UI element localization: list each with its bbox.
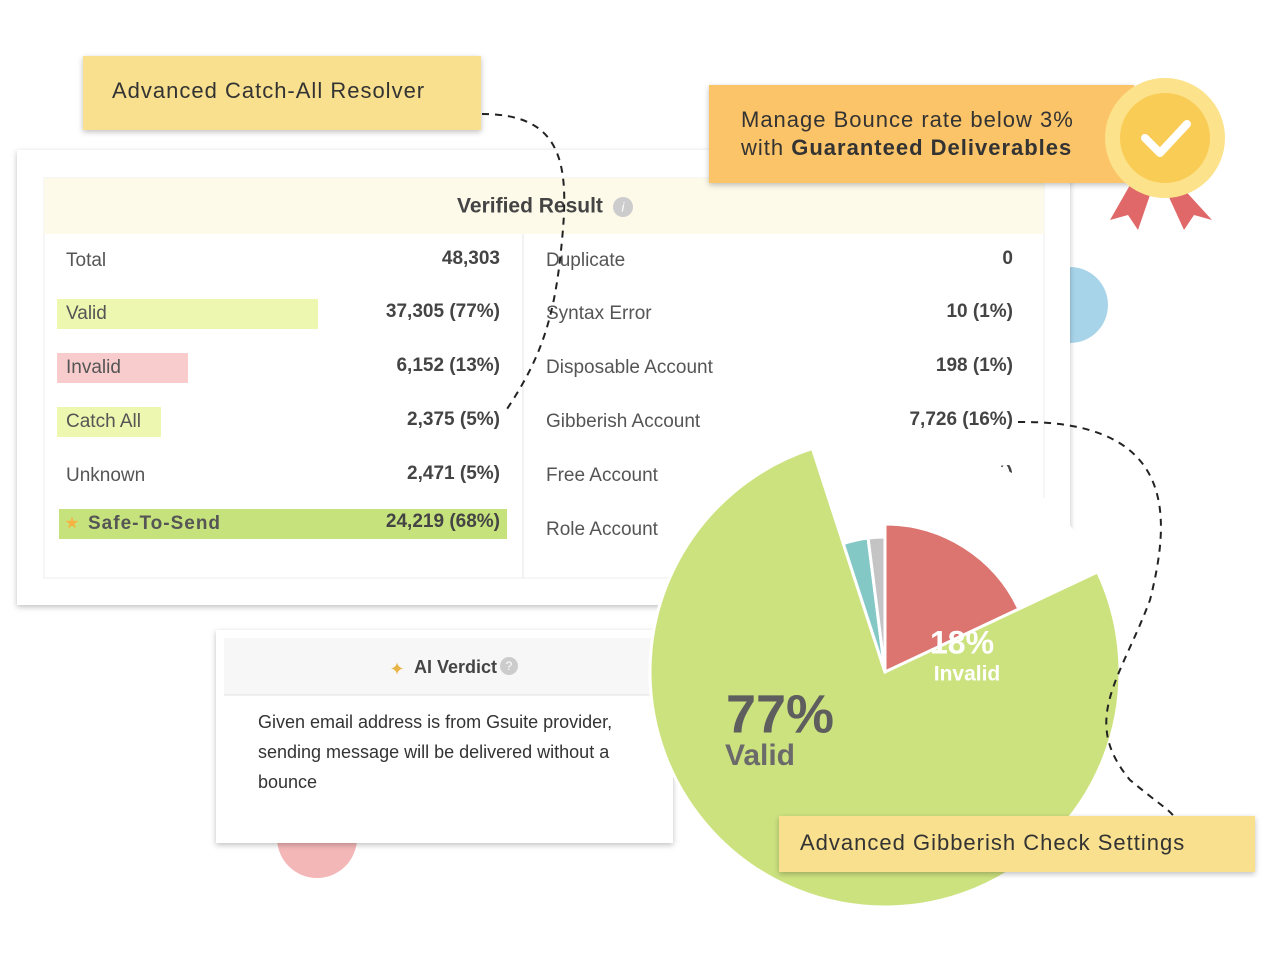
- row-value: 7,726 (16%): [909, 409, 1013, 430]
- row-value: 2,471 (5%): [407, 463, 500, 484]
- row-label: Valid: [66, 303, 107, 324]
- callout-text: with: [740, 135, 784, 160]
- ai-title: AI Verdict: [414, 657, 497, 677]
- connector: [481, 113, 566, 413]
- sparkle-icon: ✦: [389, 659, 404, 679]
- row-label: Gibberish Account: [546, 411, 701, 432]
- star-icon: ★: [64, 513, 79, 532]
- callout: [83, 56, 481, 130]
- ribbon: [1110, 185, 1150, 230]
- row-value: 0: [1002, 248, 1013, 269]
- invalid-highlight: [57, 353, 188, 383]
- callout-text: Advanced Gibberish Check Settings: [800, 830, 1185, 855]
- callout-text: with Guaranteed Deliverables: [740, 135, 1072, 160]
- result-header: [44, 178, 1044, 234]
- pie-value-label: 77%: [726, 684, 834, 744]
- callout-text: Manage Bounce rate below 3%: [741, 107, 1074, 132]
- row-label: Syntax Error: [546, 303, 652, 324]
- ai-text: bounce: [258, 772, 317, 792]
- info-icon: [613, 197, 633, 217]
- callout-bold: Guaranteed Deliverables: [791, 135, 1072, 160]
- row-label: Total: [66, 250, 106, 271]
- pie-slice: [648, 446, 1122, 909]
- pie-value-label: 18%: [930, 624, 994, 660]
- row-value: 37,305 (77%): [386, 301, 500, 322]
- catchall-highlight: [57, 407, 161, 437]
- valid-highlight: [57, 299, 318, 329]
- row-value: 2,375 (5%): [407, 409, 500, 430]
- row-label: Invalid: [66, 357, 121, 378]
- pie-slice: [883, 522, 1021, 675]
- row-label: Safe-To-Send: [88, 513, 221, 534]
- medal-inner: [1120, 93, 1210, 183]
- pie-label: Invalid: [934, 663, 1001, 686]
- row-value: 10 (1%): [946, 301, 1013, 322]
- ai-text: Given email address is from Gsuite provi…: [258, 712, 612, 732]
- row-label: Disposable Account: [546, 357, 714, 378]
- row-value: 48,303: [442, 248, 500, 269]
- callout: [779, 816, 1255, 872]
- help-icon-glyph: ?: [506, 659, 513, 673]
- callout: [709, 85, 1134, 183]
- pie-label: Valid: [725, 739, 795, 772]
- row-value: 198 (1%): [936, 355, 1013, 376]
- connector: [1017, 420, 1176, 819]
- row-label: Free Account: [546, 465, 659, 486]
- result-title: Verified Result: [457, 195, 603, 218]
- info-icon-glyph: i: [622, 199, 626, 214]
- row-label: Unknown: [66, 465, 145, 486]
- row-label: Role Account: [546, 519, 659, 540]
- help-icon: [500, 657, 518, 675]
- row-value: 24,219 (68%): [386, 511, 500, 532]
- safe-highlight: [59, 509, 507, 539]
- ai-header: [224, 638, 665, 695]
- row-value: 6,152 (13%): [396, 355, 500, 376]
- pie-slice: [866, 535, 887, 673]
- callout-text: Advanced Catch-All Resolver: [112, 78, 425, 103]
- row-label: Duplicate: [546, 250, 625, 271]
- ai-text: sending message will be delivered withou…: [258, 742, 610, 762]
- row-label: Catch All: [66, 411, 141, 432]
- medal-check: [1141, 120, 1191, 157]
